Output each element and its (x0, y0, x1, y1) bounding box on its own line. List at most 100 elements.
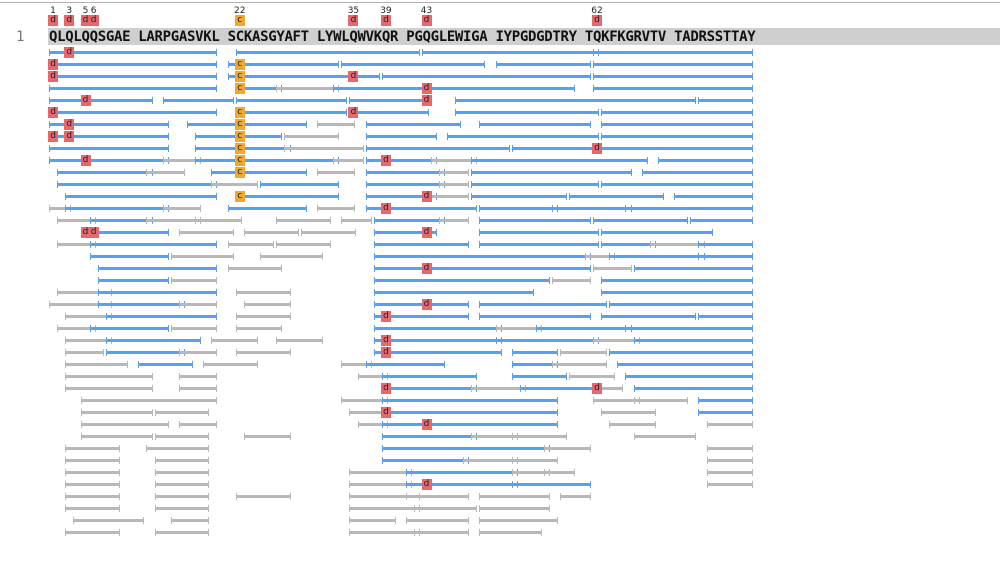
deamidation-tag[interactable]: d (421, 479, 432, 490)
peptide-bar[interactable] (89, 241, 218, 248)
peptide-bar[interactable] (365, 157, 437, 164)
cys-mod-tag[interactable]: c (234, 131, 245, 142)
deamidation-tag[interactable]: d (421, 95, 432, 106)
peptide-bar[interactable] (479, 241, 600, 248)
peptide-bar[interactable] (381, 433, 478, 440)
peptide-bar[interactable] (227, 241, 275, 248)
peptide-bar[interactable] (609, 253, 705, 260)
peptide-bar[interactable] (349, 481, 413, 488)
peptide-bar[interactable] (81, 409, 153, 416)
deamidation-tag[interactable]: d (421, 299, 432, 310)
peptide-bar[interactable] (49, 109, 218, 116)
peptide-bar[interactable] (373, 265, 591, 272)
peptide-bar[interactable] (560, 493, 591, 500)
peptide-bar[interactable] (601, 229, 713, 236)
peptide-bar[interactable] (235, 49, 421, 56)
cys-mod-tag[interactable]: c (234, 83, 245, 94)
peptide-bar[interactable] (300, 229, 356, 236)
peptide-bar[interactable] (235, 349, 291, 356)
peptide-bar[interactable] (365, 181, 445, 188)
peptide-bar[interactable] (373, 349, 502, 356)
peptide-bar[interactable] (105, 313, 218, 320)
deamidation-tag[interactable]: d (380, 383, 391, 394)
cys-mod-tag[interactable]: c (234, 119, 245, 130)
peptide-bar[interactable] (601, 181, 754, 188)
peptide-bar[interactable] (316, 205, 356, 212)
deamidation-tag[interactable]: d (48, 131, 59, 142)
peptide-bar[interactable] (601, 145, 754, 152)
peptide-bar[interactable] (260, 181, 340, 188)
deamidation-tag[interactable]: d (48, 71, 59, 82)
peptide-bar[interactable] (341, 217, 372, 224)
peptide-bar[interactable] (373, 289, 535, 296)
peptide-bar[interactable] (49, 61, 218, 68)
peptide-bar[interactable] (365, 121, 462, 128)
peptide-bar[interactable] (65, 361, 129, 368)
peptide-bar[interactable] (479, 301, 608, 308)
cys-mod-tag[interactable]: c (234, 71, 245, 82)
peptide-bar[interactable] (65, 505, 121, 512)
deamidation-tag[interactable]: d (592, 15, 602, 26)
peptide-bar[interactable] (381, 409, 559, 416)
peptide-bar[interactable] (519, 385, 600, 392)
peptide-bar[interactable] (446, 133, 600, 140)
peptide-bar[interactable] (552, 361, 608, 368)
deamidation-tag[interactable]: d (380, 15, 391, 26)
peptide-bar[interactable] (89, 325, 169, 332)
deamidation-tag[interactable]: d (380, 335, 391, 346)
peptide-bar[interactable] (235, 193, 340, 200)
peptide-bar[interactable] (592, 265, 632, 272)
peptide-bar[interactable] (479, 505, 551, 512)
peptide-bar[interactable] (609, 301, 754, 308)
peptide-bar[interactable] (479, 121, 591, 128)
deamidation-tag[interactable]: d (380, 347, 391, 358)
peptide-bar[interactable] (454, 109, 600, 116)
peptide-bar[interactable] (211, 169, 307, 176)
peptide-bar[interactable] (633, 337, 754, 344)
peptide-bar[interactable] (381, 397, 559, 404)
peptide-bar[interactable] (235, 313, 291, 320)
deamidation-tag[interactable]: d (348, 71, 359, 82)
peptide-bar[interactable] (406, 469, 518, 476)
peptide-bar[interactable] (706, 481, 754, 488)
deamidation-tag[interactable]: d (80, 155, 91, 166)
peptide-bar[interactable] (381, 385, 478, 392)
deamidation-tag[interactable]: d (348, 15, 359, 26)
peptide-bar[interactable] (471, 385, 526, 392)
deamidation-tag[interactable]: d (380, 203, 391, 214)
peptide-bar[interactable] (479, 529, 543, 536)
peptide-bar[interactable] (178, 349, 218, 356)
deamidation-tag[interactable]: d (421, 15, 432, 26)
deamidation-tag[interactable]: d (80, 15, 91, 26)
peptide-bar[interactable] (227, 61, 340, 68)
peptide-bar[interactable] (65, 469, 121, 476)
peptide-bar[interactable] (495, 337, 600, 344)
peptide-bar[interactable] (49, 121, 169, 128)
peptide-bar[interactable] (601, 313, 697, 320)
peptide-bar[interactable] (154, 505, 210, 512)
peptide-bar[interactable] (471, 193, 567, 200)
peptide-bar[interactable] (698, 241, 754, 248)
peptide-bar[interactable] (195, 157, 340, 164)
peptide-bar[interactable] (471, 157, 648, 164)
cys-mod-tag[interactable]: c (234, 191, 245, 202)
peptide-bar[interactable] (65, 385, 153, 392)
peptide-bar[interactable] (633, 397, 689, 404)
peptide-bar[interactable] (81, 421, 169, 428)
deamidation-tag[interactable]: d (421, 263, 432, 274)
peptide-bar[interactable] (511, 433, 567, 440)
cys-mod-tag[interactable]: c (234, 59, 245, 70)
peptide-bar[interactable] (49, 85, 218, 92)
deamidation-tag[interactable]: d (421, 191, 432, 202)
peptide-bar[interactable] (657, 157, 754, 164)
peptide-bar[interactable] (438, 181, 470, 188)
peptide-bar[interactable] (284, 145, 364, 152)
peptide-bar[interactable] (349, 469, 413, 476)
deamidation-tag[interactable]: d (48, 59, 59, 70)
peptide-bar[interactable] (170, 517, 210, 524)
peptide-bar[interactable] (381, 445, 551, 452)
peptide-bar[interactable] (105, 349, 185, 356)
peptide-bar[interactable] (698, 409, 754, 416)
peptide-bar[interactable] (511, 349, 559, 356)
peptide-bar[interactable] (81, 397, 218, 404)
